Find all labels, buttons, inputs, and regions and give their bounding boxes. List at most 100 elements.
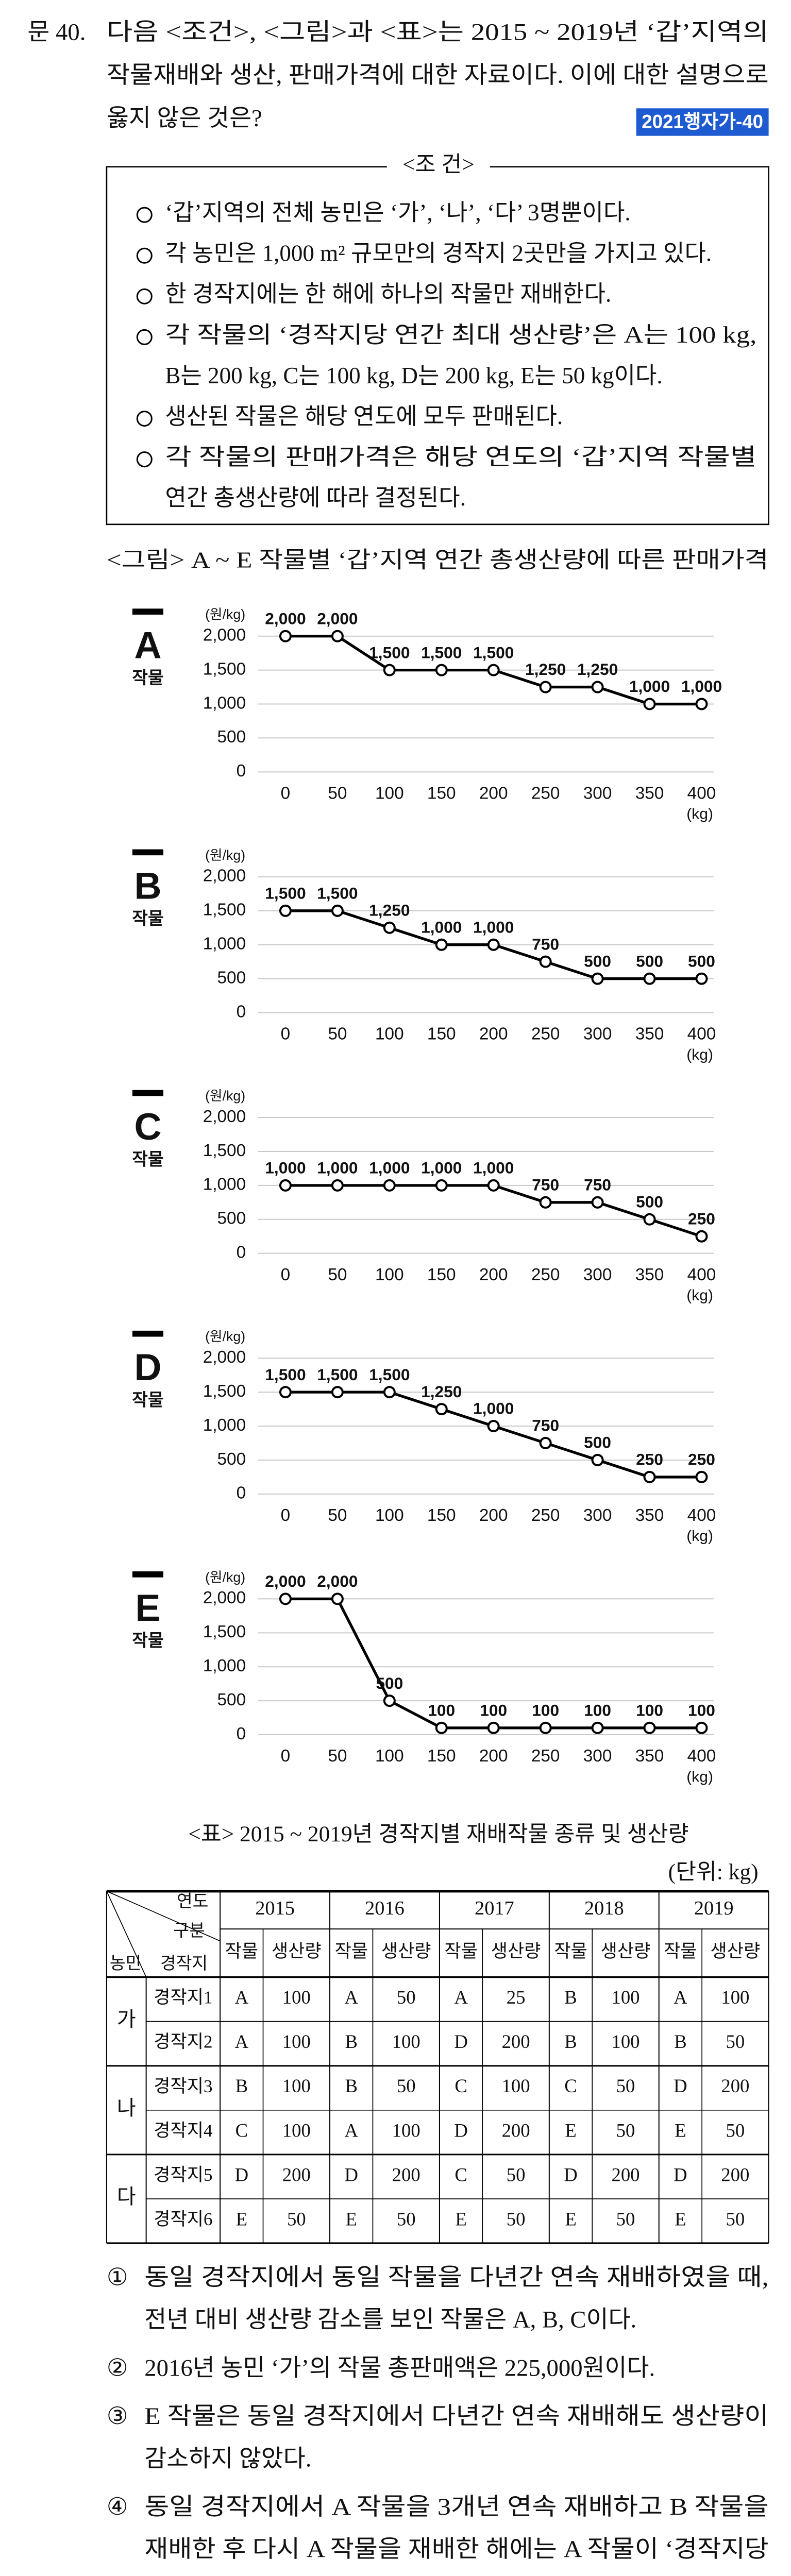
price-point [695, 1470, 708, 1483]
field-name: 경작지4 [154, 2121, 212, 2141]
crop-cell: E [565, 2120, 576, 2141]
sub-header: 생산량 [491, 1941, 541, 1961]
option-marker: ② [107, 2354, 128, 2381]
amount-cell: 100 [392, 2120, 420, 2141]
value-label: 100 [688, 1701, 715, 1720]
crop-suffix: 작물 [132, 909, 163, 928]
y-tick-label: 1,000 [203, 935, 246, 954]
crop-cell: D [674, 2164, 687, 2185]
amount-cell: 50 [397, 1987, 416, 2008]
crop-mark [132, 608, 164, 615]
option-marker: ① [107, 2264, 128, 2291]
y-tick-label: 2,000 [203, 867, 246, 886]
value-label: 500 [688, 952, 715, 970]
bullet [136, 288, 153, 304]
price-point [539, 681, 552, 693]
y-tick-label: 1,500 [203, 1141, 246, 1160]
bullet [136, 207, 153, 223]
price-point [487, 1721, 500, 1734]
value-label: 250 [636, 1450, 663, 1469]
crop-name: E [135, 1587, 160, 1629]
value-label: 2,000 [317, 609, 358, 628]
price-point [695, 1721, 708, 1734]
x-tick-label: 400 [687, 1506, 716, 1525]
corner-left: 농민 [110, 1954, 141, 1973]
year-header: 2018 [584, 1897, 624, 1919]
option-line: 2016년 농민 ‘가’의 작물 총판매액은 225,000원이다. [144, 2354, 655, 2381]
y-tick-label: 500 [217, 727, 246, 747]
amount-cell: 50 [507, 2208, 526, 2229]
crop-cell: E [455, 2208, 466, 2229]
price-point [279, 1386, 292, 1399]
crop-cell: B [345, 2031, 357, 2052]
bullet [136, 411, 153, 427]
farmer-name: 가 [117, 2008, 136, 2031]
x-tick-label: 250 [531, 1747, 560, 1766]
value-label: 500 [636, 1192, 663, 1211]
y-tick-label: 1,500 [203, 1382, 246, 1401]
value-label: 1,000 [369, 1159, 410, 1177]
value-label: 1,500 [421, 643, 462, 662]
x-tick-label: 300 [583, 1747, 612, 1766]
amount-cell: 50 [616, 2208, 635, 2229]
value-label: 1,250 [421, 1382, 462, 1401]
y-unit: (원/kg) [205, 1569, 245, 1585]
value-label: 750 [532, 1416, 559, 1435]
x-tick-label: 200 [479, 784, 508, 803]
price-point [643, 972, 656, 985]
value-label: 1,000 [473, 1159, 514, 1177]
price-point [643, 1721, 656, 1734]
crop-cell: B [564, 2031, 577, 2052]
condition-line: 각 농민은 1,000 m² 규모만의 경작지 2곳만을 가지고 있다. [165, 241, 712, 266]
option-line: 재배한 후 다시 A 작물을 재배한 해에는 A 작물이 ‘경작지당 [144, 2536, 768, 2563]
crop-cell: D [674, 2075, 687, 2096]
corner-diagonal [106, 1891, 147, 1977]
y-tick-label: 0 [237, 1724, 246, 1743]
price-point [539, 1721, 552, 1734]
value-label: 100 [584, 1701, 611, 1720]
amount-cell: 25 [507, 1987, 526, 2008]
crop-cell: E [346, 2208, 357, 2229]
year-header: 2016 [365, 1897, 405, 1919]
price-point [331, 1179, 344, 1192]
y-tick-label: 2,000 [203, 1588, 246, 1607]
value-label: 1,500 [317, 884, 358, 902]
question-line: 다음 <조건>, <그림>과 <표>는 2015 ~ 2019년 ‘갑’지역의 [107, 19, 769, 45]
amount-cell: 200 [721, 2075, 749, 2096]
x-tick-label: 350 [635, 1025, 664, 1044]
crop-name: D [134, 1346, 161, 1388]
table-unit: (단위: kg) [668, 1859, 759, 1884]
x-tick-label: 150 [427, 1506, 456, 1525]
bullet [136, 329, 153, 345]
year-header: 2019 [694, 1897, 734, 1919]
farmer-name: 다 [117, 2185, 136, 2208]
price-point [591, 1453, 604, 1466]
crop-cell: A [674, 1987, 687, 2008]
value-label: 1,000 [265, 1159, 306, 1177]
y-tick-label: 500 [217, 1690, 246, 1709]
crop-cell: C [235, 2120, 248, 2141]
x-tick-label: 150 [427, 1747, 456, 1766]
crop-mark [132, 1090, 164, 1096]
price-point [383, 1694, 396, 1707]
amount-cell: 200 [502, 2031, 530, 2052]
x-unit: (kg) [686, 1046, 713, 1063]
price-point [487, 1420, 500, 1433]
crop-cell: B [235, 2075, 248, 2096]
price-point [487, 664, 500, 676]
crop-cell: D [235, 2164, 248, 2185]
corner-top: 연도 [177, 1892, 208, 1911]
y-tick-label: 0 [237, 1002, 246, 1021]
amount-cell: 50 [616, 2120, 635, 2141]
price-point [279, 1592, 292, 1605]
crop-mark [132, 1571, 164, 1578]
amount-cell: 50 [397, 2208, 416, 2229]
x-tick-label: 250 [531, 1506, 560, 1525]
x-tick-label: 300 [583, 1506, 612, 1525]
option-marker: ④ [107, 2494, 128, 2520]
crop-suffix: 작물 [132, 1632, 163, 1651]
value-label: 100 [480, 1701, 507, 1720]
price-point [331, 1592, 344, 1605]
y-tick-label: 2,000 [203, 1107, 246, 1126]
